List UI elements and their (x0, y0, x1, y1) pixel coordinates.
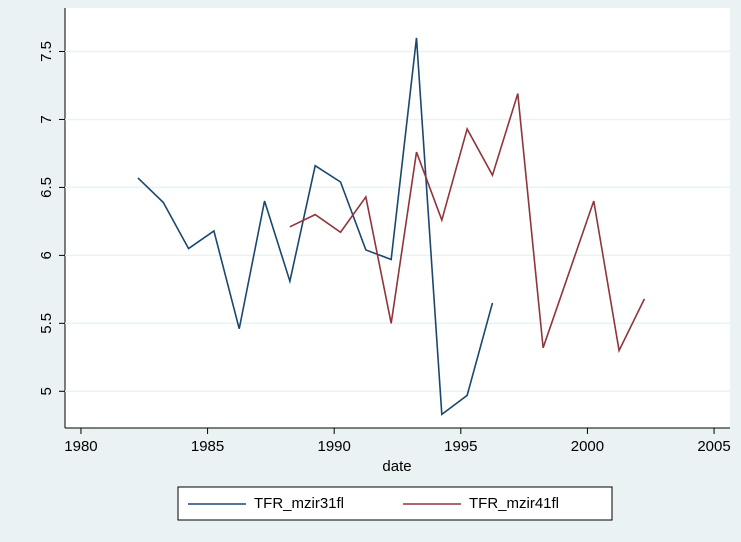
y-tick-label: 7 (38, 115, 55, 123)
legend-label: TFR_mzir31fl (254, 495, 344, 512)
y-tick-label: 6 (38, 251, 55, 259)
y-tick-label: 5 (38, 387, 55, 395)
x-axis-label: date (382, 458, 411, 475)
data-line (137, 37, 494, 416)
legend-box (177, 486, 613, 521)
y-tick-label: 5.5 (38, 313, 55, 334)
legend-label: TFR_mzir41fl (469, 495, 559, 512)
y-tick-label: 7.5 (38, 41, 55, 62)
x-tick-label: 2000 (571, 438, 604, 455)
x-tick-label: 1995 (444, 438, 477, 455)
x-tick-label: 1985 (191, 438, 224, 455)
y-tick-label: 6.5 (38, 177, 55, 198)
x-tick-label: 1980 (64, 438, 97, 455)
plot-area (65, 8, 730, 428)
x-tick-label: 1990 (318, 438, 351, 455)
x-tick-label: 2005 (697, 438, 730, 455)
data-line (289, 93, 646, 354)
